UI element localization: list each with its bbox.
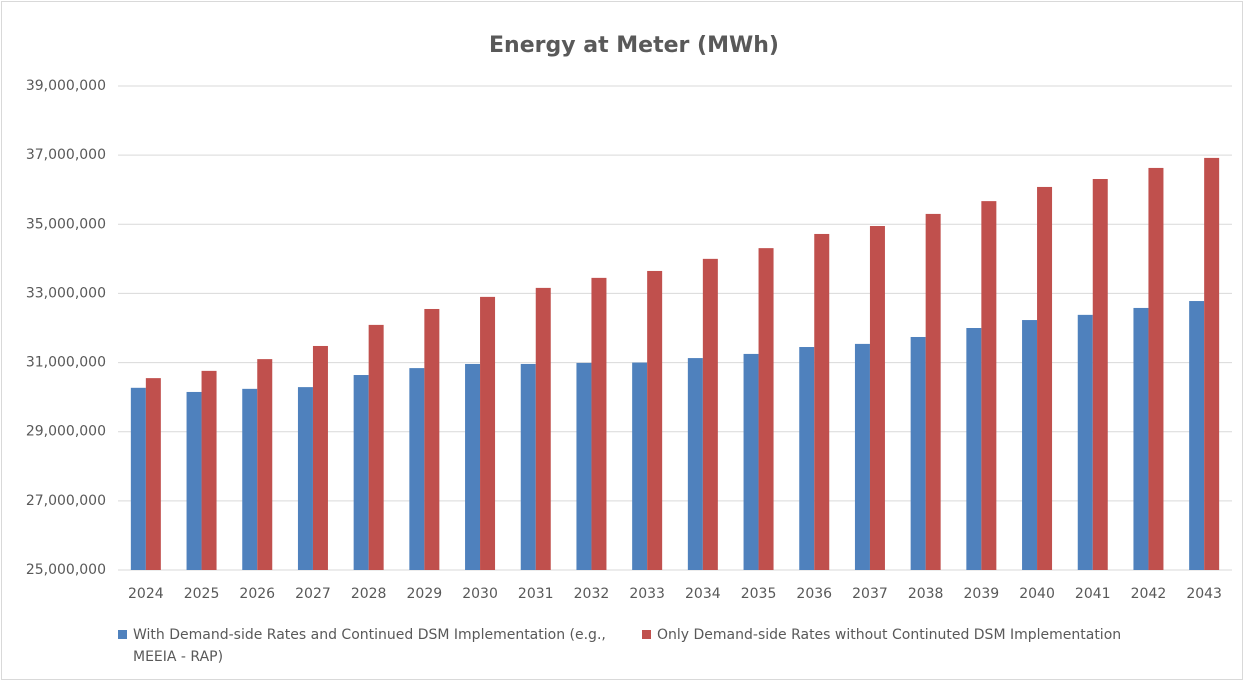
y-tick-label: 31,000,000 [26, 355, 106, 371]
x-tick-label: 2036 [796, 586, 832, 602]
x-tick-label: 2031 [518, 586, 554, 602]
y-tick-label: 29,000,000 [26, 424, 106, 440]
bar [1133, 307, 1149, 570]
legend-swatch [642, 630, 651, 639]
legend-item: With Demand-side Rates and Continued DSM… [118, 624, 618, 668]
bar [925, 213, 941, 570]
bar [353, 375, 369, 570]
x-tick-label: 2035 [741, 586, 777, 602]
bar [869, 226, 885, 570]
x-tick-label: 2026 [239, 586, 275, 602]
chart-title: Energy at Meter (MWh) [489, 33, 779, 58]
y-tick-label: 39,000,000 [26, 78, 106, 94]
bar [814, 233, 830, 571]
x-tick-label: 2037 [852, 586, 888, 602]
bar [799, 347, 815, 570]
bar [242, 388, 258, 570]
bar [1077, 314, 1093, 570]
x-tick-label: 2025 [184, 586, 220, 602]
legend-label: With Demand-side Rates and Continued DSM… [133, 627, 606, 665]
bar [966, 328, 982, 570]
x-tick-label: 2034 [685, 586, 721, 602]
bar [743, 353, 759, 570]
legend-swatch [118, 630, 127, 639]
bar [535, 287, 551, 570]
bar [591, 277, 607, 570]
y-tick-label: 27,000,000 [26, 493, 106, 509]
y-tick-label: 37,000,000 [26, 147, 106, 163]
bar [297, 387, 313, 570]
bar [186, 391, 202, 570]
bar [981, 201, 997, 570]
x-tick-label: 2043 [1186, 586, 1222, 602]
bar [465, 363, 481, 570]
bar [312, 345, 328, 570]
x-tick-label: 2038 [908, 586, 944, 602]
x-tick-label: 2030 [462, 586, 498, 602]
legend-item: Only Demand-side Rates without Continute… [642, 624, 1202, 646]
bar [1092, 178, 1108, 571]
y-tick-label: 35,000,000 [26, 216, 106, 232]
bar [647, 270, 663, 570]
bar [257, 359, 273, 570]
bar [201, 370, 217, 570]
bar [130, 387, 146, 570]
x-tick-label: 2032 [574, 586, 610, 602]
x-tick-label: 2024 [128, 586, 164, 602]
bar [409, 368, 425, 570]
bar [758, 248, 774, 570]
x-tick-label: 2028 [351, 586, 387, 602]
bar [702, 258, 718, 570]
bar [1037, 186, 1053, 570]
y-tick-label: 25,000,000 [26, 562, 106, 578]
bar [145, 378, 161, 570]
bar [480, 296, 496, 570]
x-tick-label: 2029 [407, 586, 443, 602]
bar [687, 358, 703, 570]
bar [854, 343, 870, 570]
x-tick-label: 2041 [1075, 586, 1111, 602]
x-tick-label: 2033 [629, 586, 665, 602]
bar [520, 363, 536, 570]
legend-label: Only Demand-side Rates without Continute… [657, 627, 1122, 643]
bar [1148, 167, 1164, 571]
y-tick-label: 33,000,000 [26, 285, 106, 301]
bar [368, 324, 384, 570]
bar [910, 336, 926, 570]
x-tick-label: 2042 [1131, 586, 1167, 602]
bar [1204, 157, 1220, 570]
bar [1189, 301, 1205, 570]
x-tick-label: 2039 [964, 586, 1000, 602]
bar [632, 362, 648, 570]
x-tick-label: 2027 [295, 586, 331, 602]
bar [424, 308, 440, 570]
bar [576, 362, 592, 570]
bar [1022, 320, 1038, 570]
x-tick-label: 2040 [1019, 586, 1055, 602]
